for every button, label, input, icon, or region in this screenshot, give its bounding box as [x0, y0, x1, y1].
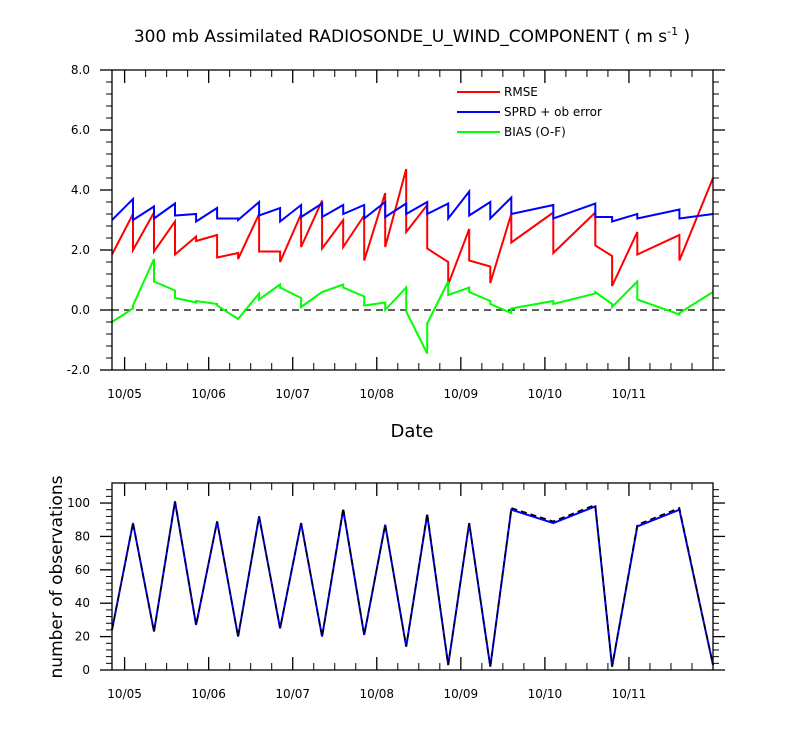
chart-title-main: 300 mb Assimilated RADIOSONDE_U_WIND_COM…	[134, 27, 620, 47]
bottom-y-tick-label: 40	[75, 596, 90, 610]
top-series-sprd-ob-error	[111, 188, 714, 224]
top-y-tick-label: -2.0	[67, 363, 90, 377]
top-plot-frame	[111, 69, 714, 371]
bottom-x-tick-label: 10/08	[359, 687, 394, 701]
bottom-x-tick-label: 10/11	[612, 687, 647, 701]
y-axis-label-observations: number of observations	[47, 475, 67, 678]
bottom-series-observations-used	[111, 501, 714, 667]
top-x-tick-label: 10/11	[612, 387, 647, 401]
x-axis-label: Date	[390, 421, 433, 442]
top-x-tick-label: 10/07	[275, 387, 310, 401]
top-x-tick-label: 10/10	[528, 387, 563, 401]
top-x-tick-label: 10/08	[359, 387, 394, 401]
bottom-x-tick-label: 10/06	[191, 687, 226, 701]
top-x-tick-label: 10/05	[107, 387, 142, 401]
bottom-y-tick-label: 20	[75, 630, 90, 644]
legend: RMSE SPRD + ob error BIAS (O-F)	[457, 85, 602, 139]
chart-title: 300 mb Assimilated RADIOSONDE_U_WIND_COM…	[134, 25, 690, 47]
top-y-tick-label: 8.0	[71, 63, 90, 77]
top-panel: 10/05 10/06 10/07 10/08 10/09 10/10 10/11 -2.0 0…	[67, 63, 725, 442]
top-x-tick-label: 10/06	[191, 387, 226, 401]
top-y-tick-label: 0.0	[71, 303, 90, 317]
bottom-x-tick-label: 10/10	[528, 687, 563, 701]
top-series-bias-o-f	[111, 258, 714, 354]
bottom-y-tick-label: 100	[67, 496, 90, 510]
bottom-series-observations-possible	[111, 501, 714, 667]
top-series-rmse	[111, 168, 714, 287]
chart-title-units-suffix: )	[678, 27, 690, 47]
legend-label-sprd-ob-error: SPRD + ob error	[504, 105, 602, 119]
legend-label-rmse: RMSE	[504, 85, 538, 99]
bottom-plot-frame	[111, 482, 714, 671]
bottom-panel: 10/05 10/06 10/07 10/08 10/09 10/10 10/11 0 20 40…	[47, 475, 725, 701]
top-x-tick-label: 10/09	[444, 387, 479, 401]
bottom-y-tick-label: 80	[75, 529, 90, 543]
bottom-x-tick-label: 10/07	[275, 687, 310, 701]
chart-title-units-prefix: ( m s	[624, 27, 667, 47]
bottom-y-tick-label: 60	[75, 563, 90, 577]
top-y-tick-label: 6.0	[71, 123, 90, 137]
bottom-x-tick-label: 10/05	[107, 687, 142, 701]
top-y-tick-label: 2.0	[71, 243, 90, 257]
legend-label-bias-o-f: BIAS (O-F)	[504, 125, 566, 139]
bottom-y-tick-label: 0	[82, 663, 90, 677]
top-y-tick-label: 4.0	[71, 183, 90, 197]
chart-title-units-superscript: -1	[667, 25, 678, 38]
bottom-x-tick-label: 10/09	[444, 687, 479, 701]
